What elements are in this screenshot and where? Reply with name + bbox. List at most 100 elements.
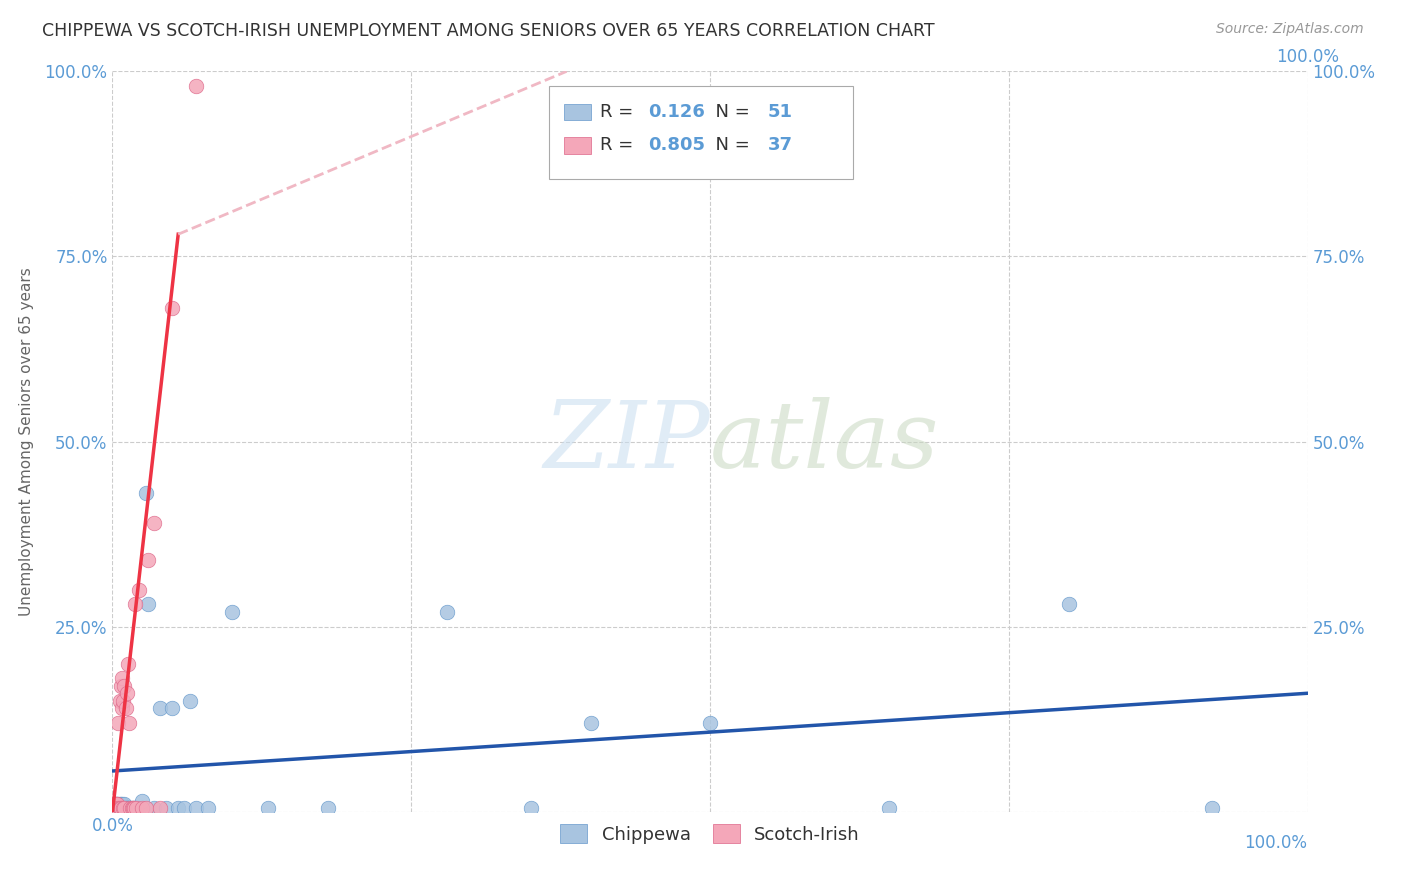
Point — [120, 801, 142, 815]
Point — [107, 715, 129, 730]
Point — [1201, 801, 1223, 815]
Point — [135, 486, 157, 500]
Point — [579, 715, 602, 730]
Point — [108, 801, 131, 815]
Point — [110, 801, 132, 815]
Point — [111, 797, 134, 812]
Point — [138, 598, 160, 612]
Point — [125, 801, 148, 815]
Text: atlas: atlas — [710, 397, 939, 486]
Text: 100.0%: 100.0% — [1244, 834, 1308, 852]
Text: CHIPPEWA VS SCOTCH-IRISH UNEMPLOYMENT AMONG SENIORS OVER 65 YEARS CORRELATION CH: CHIPPEWA VS SCOTCH-IRISH UNEMPLOYMENT AM… — [42, 22, 935, 40]
Point — [112, 801, 135, 815]
Point — [114, 797, 135, 812]
Point — [186, 801, 208, 815]
Point — [221, 605, 243, 619]
Point — [105, 801, 128, 815]
Point — [104, 801, 127, 815]
Point — [110, 801, 132, 815]
Point — [105, 797, 128, 812]
Point — [103, 801, 125, 815]
Point — [121, 801, 143, 815]
Point — [117, 657, 139, 671]
Point — [167, 801, 190, 815]
Point — [162, 701, 183, 715]
Point — [105, 801, 128, 815]
Point — [104, 797, 127, 812]
Point — [108, 797, 131, 812]
Point — [197, 801, 219, 815]
Text: N =: N = — [704, 103, 755, 121]
Point — [105, 797, 128, 812]
Point — [110, 679, 132, 693]
Y-axis label: Unemployment Among Seniors over 65 years: Unemployment Among Seniors over 65 years — [18, 268, 34, 615]
Point — [124, 801, 146, 815]
Point — [879, 801, 901, 815]
Text: N =: N = — [704, 136, 755, 154]
Point — [149, 701, 172, 715]
Point — [520, 801, 543, 815]
Point — [105, 797, 128, 812]
Text: 0.805: 0.805 — [648, 136, 704, 154]
Point — [143, 516, 166, 530]
Text: ZIP: ZIP — [543, 397, 710, 486]
Point — [114, 801, 135, 815]
Point — [1057, 598, 1080, 612]
Point — [107, 801, 129, 815]
Point — [125, 801, 148, 815]
Text: R =: R = — [600, 103, 640, 121]
Point — [118, 801, 141, 815]
FancyBboxPatch shape — [564, 104, 591, 120]
FancyBboxPatch shape — [564, 137, 591, 153]
Point — [149, 801, 172, 815]
Point — [173, 801, 195, 815]
Point — [121, 801, 143, 815]
Text: 51: 51 — [768, 103, 793, 121]
Point — [257, 801, 280, 815]
Point — [121, 801, 143, 815]
Text: R =: R = — [600, 136, 640, 154]
Point — [107, 797, 129, 812]
Point — [114, 801, 135, 815]
Point — [316, 801, 339, 815]
Point — [108, 801, 131, 815]
Point — [117, 801, 139, 815]
Legend: Chippewa, Scotch-Irish: Chippewa, Scotch-Irish — [553, 817, 868, 851]
Point — [436, 605, 458, 619]
Point — [179, 694, 201, 708]
Text: 37: 37 — [768, 136, 793, 154]
Point — [112, 801, 135, 815]
Point — [138, 553, 160, 567]
Point — [115, 801, 138, 815]
Point — [155, 801, 177, 815]
Point — [122, 801, 145, 815]
Point — [128, 801, 150, 815]
Point — [105, 801, 128, 815]
Point — [118, 715, 141, 730]
Point — [128, 582, 150, 597]
Text: 0.126: 0.126 — [648, 103, 704, 121]
Point — [111, 701, 134, 715]
Point — [699, 715, 721, 730]
FancyBboxPatch shape — [548, 87, 853, 178]
Point — [131, 794, 153, 808]
Point — [112, 694, 135, 708]
Point — [114, 679, 135, 693]
Point — [131, 801, 153, 815]
Point — [105, 797, 128, 812]
Point — [108, 694, 131, 708]
Text: Source: ZipAtlas.com: Source: ZipAtlas.com — [1216, 22, 1364, 37]
Point — [111, 801, 134, 815]
Point — [110, 797, 132, 812]
Point — [143, 801, 166, 815]
Point — [115, 686, 138, 700]
Point — [103, 801, 125, 815]
Point — [120, 801, 142, 815]
Point — [111, 672, 134, 686]
Point — [105, 801, 128, 815]
Point — [135, 801, 157, 815]
Point — [104, 797, 127, 812]
Point — [162, 301, 183, 316]
Point — [121, 801, 143, 815]
Point — [107, 801, 129, 815]
